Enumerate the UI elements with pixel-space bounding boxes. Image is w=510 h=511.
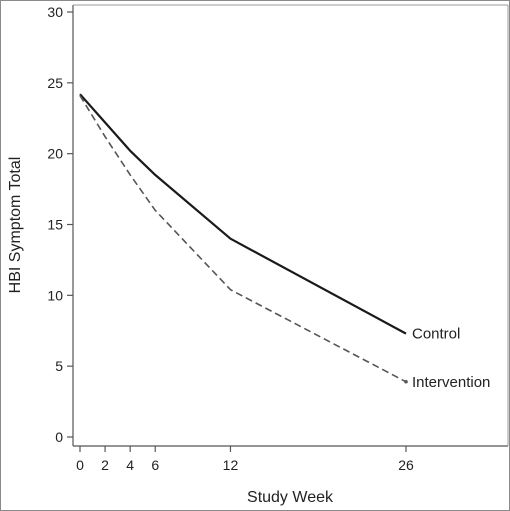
x-tick-label: 2 <box>101 457 109 473</box>
series-line-control <box>79 93 407 335</box>
x-axis-title: Study Week <box>247 489 334 506</box>
x-tick-label: 12 <box>223 457 239 473</box>
y-tick-label: 5 <box>55 358 63 374</box>
label-layer: Control Intervention <box>412 326 490 391</box>
series-end-point-intervention <box>404 379 408 384</box>
y-tick-label: 15 <box>47 217 63 233</box>
series-line-intervention <box>79 95 407 383</box>
y-tick-label: 20 <box>47 146 63 162</box>
plot-area <box>72 4 509 447</box>
y-tick-label: 10 <box>47 287 63 303</box>
series-label-control: Control <box>412 326 460 343</box>
y-axis: 0 5 10 15 20 25 30 <box>47 4 73 445</box>
x-tick-label: 0 <box>76 457 84 473</box>
series-layer <box>79 93 408 384</box>
y-tick-label: 30 <box>47 4 63 20</box>
y-axis-title: HBI Symptom Total <box>7 157 24 294</box>
series-label-intervention: Intervention <box>412 374 490 391</box>
x-tick-label: 26 <box>398 457 414 473</box>
x-tick-label: 6 <box>151 457 159 473</box>
y-tick-label: 0 <box>55 429 63 445</box>
x-axis: 0 2 4 6 12 26 <box>76 446 414 473</box>
y-tick-label: 25 <box>47 75 63 91</box>
x-tick-label: 4 <box>126 457 134 473</box>
